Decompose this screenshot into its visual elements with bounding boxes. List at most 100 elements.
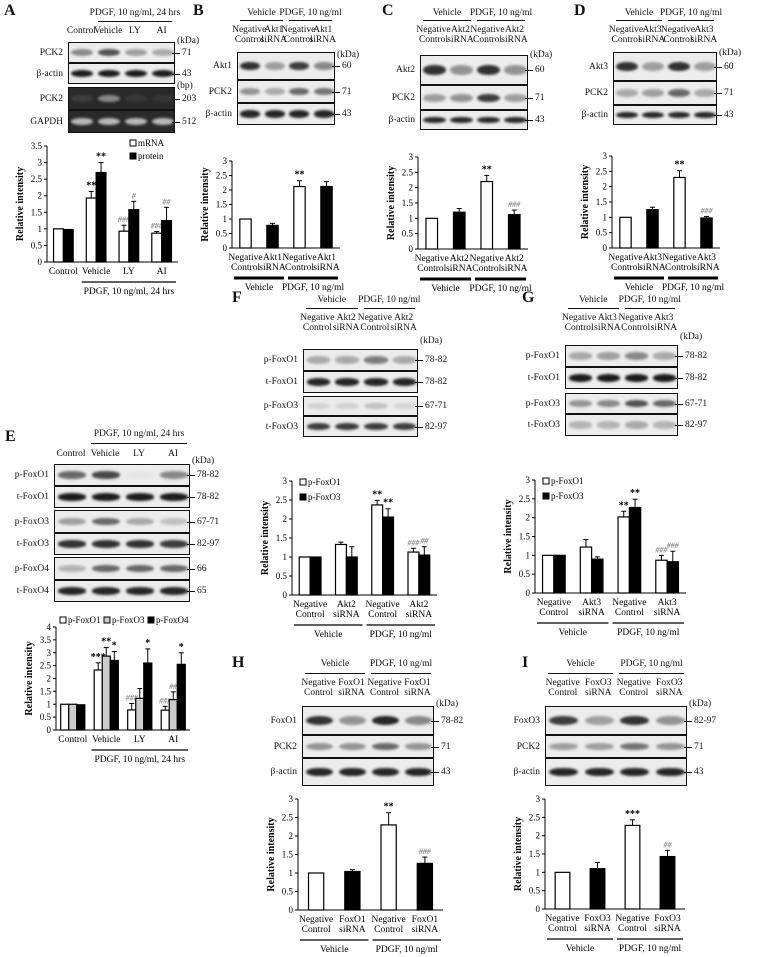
legend-label: p-FoxO1 [551,476,584,486]
bar [619,216,632,249]
blot-image [420,55,528,85]
blot-image [565,414,678,436]
lane-label: Negative [608,25,644,35]
band [126,587,154,595]
y-tick-label: 3 [409,152,414,162]
group-label: PDGF, 10 ng/ml [469,284,532,294]
y-tick-label: 1.5 [276,533,288,543]
panel-letter: H [232,654,245,671]
y-tick-label: 2 [289,831,294,841]
hash-annotation: ## [168,682,178,691]
lane-label: siRNA [638,35,666,45]
hash-annotation: # [131,191,137,200]
category-label: Negative [228,253,262,263]
category-label: Negative [299,915,333,925]
blot-image [303,371,418,393]
chart-h: 0 0.5 1 1.5 2 2.5 3 Relative intensity ** ### Nega… [266,794,443,955]
marker-label: 71 [182,47,192,58]
band [549,742,579,751]
lane-label: AI [156,26,167,36]
marker-tick [415,360,423,361]
band [364,356,388,364]
row-label: Akt3 [589,61,608,72]
group-label: Vehicle [320,945,349,955]
row-label: β-actin [36,68,63,79]
band [392,356,417,364]
lane-label: siRNA [447,35,474,45]
category-label: Negative [371,915,405,925]
blot-image [302,758,434,786]
header-group-line [619,673,684,674]
category-label: Negative [470,254,504,264]
band [404,767,433,777]
category-label: Negative [662,253,696,263]
bar [62,228,74,263]
y-tick-label: 0 [38,257,43,267]
bar [589,868,606,910]
category-label: Negative [282,253,316,263]
row-label: p-FoxO1 [14,470,49,480]
band [71,49,94,56]
marker-label: 67-71 [685,398,708,409]
legend-swatch [542,492,550,500]
y-tick-label: 1.5 [40,686,52,696]
band [653,400,677,407]
marker-tick [525,97,533,99]
bar [52,228,64,263]
band [335,423,359,430]
y-tick-label: 2.5 [40,661,52,671]
header-group-label: Vehicle [247,8,276,18]
y-tick-label: 1 [223,214,228,224]
lane-label: Akt2 [336,313,356,323]
legend-label: protein [138,151,164,161]
gel-image [68,110,175,133]
lane-label: Negative [232,25,267,35]
y-tick-label: 2 [283,514,288,524]
hash-annotation: ### [158,696,172,705]
y-tick-label: 2.5 [529,812,541,822]
blot-image [54,533,190,555]
marker-label: 71 [441,741,451,752]
significance-annotation: ** [675,160,685,171]
row-label: p-FoxO4 [14,563,49,574]
header-group-label: PDGF, 10 ng/ml [659,8,723,18]
band [306,378,331,386]
category-label: Control [296,610,325,620]
panel-letter: E [5,428,16,445]
marker-tick [415,382,423,383]
lane-label: Negative [470,25,505,35]
row-label: p-FoxO1 [263,355,298,365]
band [313,61,334,71]
band [404,742,433,751]
marker-label: 71 [724,88,734,98]
significance-annotation: ** [482,164,492,175]
category-label: siRNA [412,925,439,935]
row-label: p-FoxO3 [525,398,560,409]
y-tick-label: 1 [47,699,52,709]
significance-annotation: *** [625,809,640,820]
marker-label: 82-97 [425,421,448,432]
marker-label: 71 [694,741,704,752]
category-label: Akt2 [409,600,428,610]
bar [646,209,659,249]
category-label: siRNA [654,608,681,618]
lane-label: Vehicle [93,26,123,36]
band [98,94,121,103]
lane-label: Akt3 [597,313,617,323]
bar [628,506,642,594]
bar [553,554,566,594]
significance-annotation: ** [86,180,96,191]
y-tick-label: 0 [223,243,228,253]
y-tick-label: 1 [603,212,608,222]
lane-label: FoxO1 [338,678,365,688]
bar [452,211,466,250]
unit-label: (bp) [177,81,193,91]
header-group-label: Vehicle [579,295,608,305]
y-tick-label: 2 [47,674,52,684]
band [584,715,614,726]
lane-label: Negative [618,313,653,323]
lane-label: Control [283,35,313,45]
lane-label: Negative [367,678,402,688]
y-tick-label: 1 [536,867,541,877]
